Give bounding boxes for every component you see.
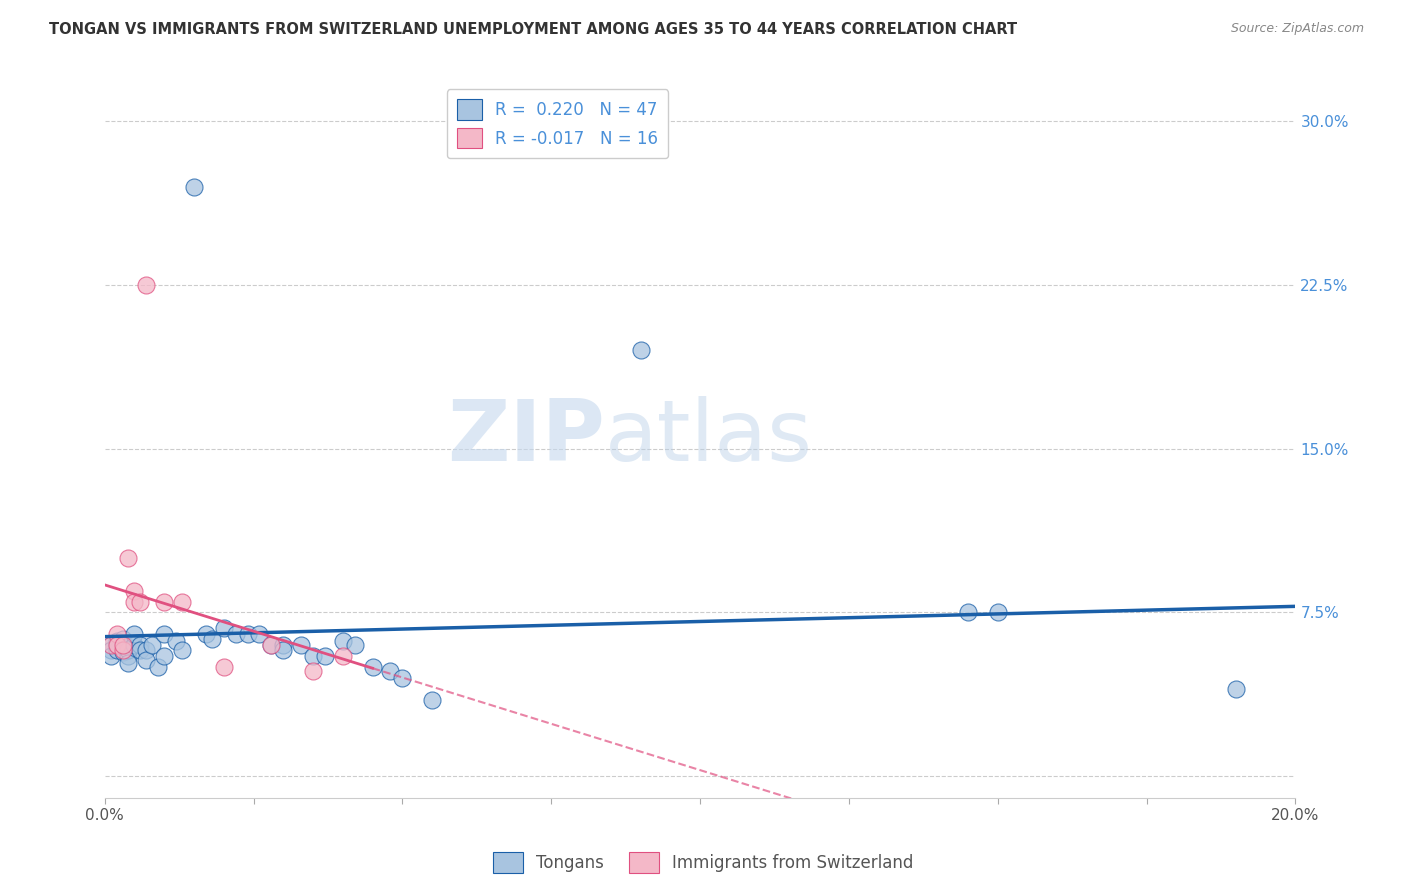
Point — [117, 550, 139, 565]
Point — [290, 638, 312, 652]
Point — [212, 660, 235, 674]
Point — [105, 638, 128, 652]
Point — [1225, 681, 1247, 696]
Point — [630, 343, 652, 358]
Point — [271, 642, 294, 657]
Point — [124, 594, 146, 608]
Point — [249, 627, 271, 641]
Point — [111, 638, 134, 652]
Point — [170, 642, 193, 657]
Point — [111, 638, 134, 652]
Point — [236, 627, 259, 641]
Point — [117, 649, 139, 664]
Point — [105, 633, 128, 648]
Point — [105, 638, 128, 652]
Point — [987, 606, 1010, 620]
Point — [153, 649, 176, 664]
Point — [956, 606, 979, 620]
Point — [100, 638, 122, 652]
Text: ZIP: ZIP — [447, 396, 605, 479]
Point — [302, 649, 325, 664]
Point — [135, 653, 157, 667]
Point — [165, 633, 187, 648]
Legend: Tongans, Immigrants from Switzerland: Tongans, Immigrants from Switzerland — [486, 846, 920, 880]
Legend: R =  0.220   N = 47, R = -0.017   N = 16: R = 0.220 N = 47, R = -0.017 N = 16 — [447, 89, 668, 159]
Point — [100, 642, 122, 657]
Point — [332, 649, 354, 664]
Point — [314, 649, 336, 664]
Point — [100, 649, 122, 664]
Point — [111, 642, 134, 657]
Point — [129, 642, 152, 657]
Point — [129, 594, 152, 608]
Point — [141, 638, 163, 652]
Point — [343, 638, 366, 652]
Point — [105, 627, 128, 641]
Point — [183, 179, 205, 194]
Point — [100, 638, 122, 652]
Text: TONGAN VS IMMIGRANTS FROM SWITZERLAND UNEMPLOYMENT AMONG AGES 35 TO 44 YEARS COR: TONGAN VS IMMIGRANTS FROM SWITZERLAND UN… — [49, 22, 1018, 37]
Point — [124, 638, 146, 652]
Point — [332, 633, 354, 648]
Point — [391, 671, 413, 685]
Point — [124, 583, 146, 598]
Text: Source: ZipAtlas.com: Source: ZipAtlas.com — [1230, 22, 1364, 36]
Point — [135, 642, 157, 657]
Point — [260, 638, 283, 652]
Point — [201, 632, 224, 646]
Point — [105, 642, 128, 657]
Point — [153, 627, 176, 641]
Point — [129, 638, 152, 652]
Point — [111, 632, 134, 646]
Point — [380, 665, 402, 679]
Point — [153, 594, 176, 608]
Point — [170, 594, 193, 608]
Text: atlas: atlas — [605, 396, 813, 479]
Point — [302, 665, 325, 679]
Point — [124, 627, 146, 641]
Point — [117, 656, 139, 670]
Point — [420, 693, 443, 707]
Point — [271, 638, 294, 652]
Point — [260, 638, 283, 652]
Point — [212, 621, 235, 635]
Point — [361, 660, 384, 674]
Point — [225, 627, 247, 641]
Point — [194, 627, 217, 641]
Point — [135, 277, 157, 292]
Point — [148, 660, 170, 674]
Point — [117, 642, 139, 657]
Point — [111, 645, 134, 659]
